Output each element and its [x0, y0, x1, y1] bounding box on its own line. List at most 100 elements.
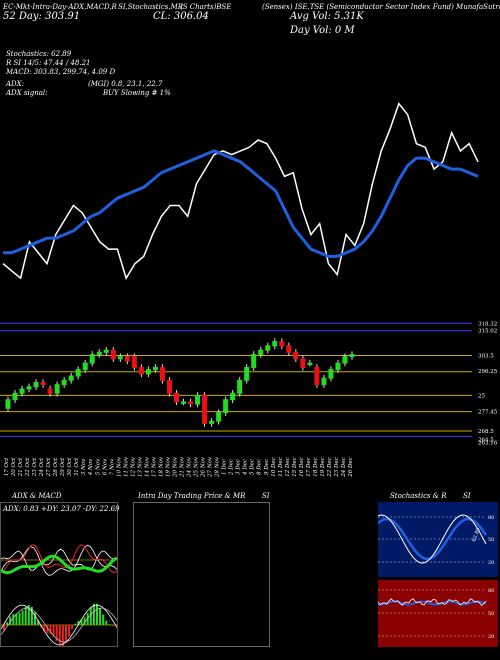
date-tick-label: 3 Dec [236, 459, 242, 475]
date-tick-label: 2 Dec [229, 459, 235, 476]
candle-body [5, 399, 11, 409]
stoch-tick-label: 80 [488, 515, 494, 521]
date-tick-label: 24 Dec [341, 457, 347, 478]
adx-macd-title: ADX & MACD [12, 492, 62, 500]
date-tick-label: 24 Oct [39, 457, 45, 477]
date-tick-label: 6 Nov [102, 458, 108, 475]
candle-body [40, 382, 46, 386]
date-tick-label: 21 Oct [18, 457, 24, 477]
candle-body [223, 399, 229, 414]
stochastics-readout: Stochastics: 62.89 [6, 50, 72, 58]
adx-series-line-3 [1, 554, 117, 575]
price-tick-label: 264.5 [478, 438, 494, 444]
macd-histogram-bar [55, 625, 58, 641]
candle-body [237, 379, 243, 394]
date-tick-label: 12 Dec [285, 457, 291, 477]
candle-body [19, 388, 25, 394]
price-tick-label: 268.5 [478, 429, 494, 435]
candle-body [89, 353, 95, 364]
candle-body [293, 351, 299, 360]
stoch-k-line [378, 514, 487, 564]
header-day-vol: Day Vol: 0 M [290, 25, 355, 36]
macd-histogram-bar [96, 603, 98, 625]
macd-histogram-bar [74, 623, 77, 625]
candle-body [159, 366, 165, 381]
date-tick-label: 14 Nov [144, 456, 150, 477]
candle-body [258, 349, 264, 355]
header-mid-title: SI,Stochastics,MR [118, 3, 184, 11]
date-tick-label: 1 Dec [222, 459, 228, 475]
macd-histogram-bar [30, 606, 33, 625]
date-tick-label: 20 Oct [11, 457, 17, 477]
candle-body [131, 356, 137, 368]
macd-histogram-bar [102, 614, 105, 625]
candle-body [188, 401, 194, 405]
candle-body [342, 356, 348, 364]
date-tick-label: 20 Nov [172, 456, 178, 478]
macd-histogram-bar [52, 625, 55, 637]
candle-body [124, 356, 130, 362]
adx-signal-label: ADX signal: [6, 89, 48, 97]
date-tick-label: 21 Nov [180, 456, 186, 478]
header-right-title: (Sensex) ISE,TSE (Semiconductor Sector I… [262, 3, 500, 11]
macd-histogram-bar [49, 625, 52, 635]
date-tick-label: 13 Nov [137, 456, 143, 477]
stochastics-chart: 80 50 20 62.89 [378, 514, 494, 566]
date-tick-label: 9 Dec [264, 459, 270, 475]
date-tick-label: 11 Nov [123, 456, 129, 477]
macd-histogram-bar [27, 605, 30, 625]
date-tick-label: 10 Nov [116, 456, 122, 477]
stoch-rsi-title: Stochastics & R [390, 492, 447, 500]
candle-body [202, 394, 208, 424]
price-tick-label: 303.5 [478, 354, 494, 360]
rsi-white-line [378, 598, 487, 607]
macd-histogram-bar [68, 625, 71, 637]
price-tick-label: 318.32 [478, 322, 497, 328]
intra-day-title: Intra Day Trading Price & MR [138, 492, 246, 500]
macd-histogram-bar [18, 612, 21, 625]
candle-body [82, 362, 88, 371]
date-tick-label: 31 Oct [74, 457, 80, 476]
macd-histogram-bar [99, 607, 102, 625]
candle-body [61, 379, 67, 386]
stoch-tick-label: 50 [488, 537, 494, 543]
macd-line [1, 604, 117, 646]
rsi-panel: 80 50 20 [378, 580, 498, 647]
macd-histogram-bar [15, 613, 18, 625]
date-tick-label: 26 Dec [348, 457, 354, 478]
macd-histogram-bar [108, 624, 111, 625]
macd-histogram-bar [92, 603, 95, 625]
date-tick-label: 12 Nov [130, 456, 136, 477]
candle-body [244, 366, 250, 381]
date-tick-label: 18 Dec [313, 457, 319, 477]
macd-histogram-bar [86, 613, 89, 625]
date-tick-label: 17 Nov [151, 456, 157, 477]
candle-body [54, 384, 60, 394]
price-tick-label: 25 [478, 393, 485, 399]
adx-values: (MGI) 0.8, 23.1, 22.7 [88, 80, 163, 88]
date-tick-label: 4 Nov [88, 458, 94, 476]
candle-body [286, 345, 292, 353]
stoch-d-line [378, 517, 488, 561]
price-tick-label: 315.02 [478, 329, 497, 335]
moving-average-line [3, 149, 479, 258]
rsi-tick-label: 20 [488, 634, 494, 640]
price-tick-label: 277.45 [478, 410, 498, 416]
stoch-value-label: 62.89 [471, 527, 482, 543]
header-mid2-title: (S Charts)BSE [180, 3, 232, 11]
price-line [2, 102, 479, 281]
date-tick-label: 5 Dec [250, 459, 256, 475]
macd-histogram-bar [12, 614, 15, 625]
date-tick-label: 11 Dec [278, 457, 284, 477]
date-tick-label: 19 Dec [320, 457, 326, 477]
date-tick-label: 23 Oct [32, 457, 38, 477]
date-tick-label: 29 Oct [60, 457, 66, 477]
candle-body [349, 353, 355, 358]
rsi-chart: 80 50 20 [378, 588, 494, 640]
header-52day: 52 Day: 303.91 [3, 11, 81, 22]
date-tick-label: 23 Dec [334, 457, 340, 478]
candle-body [272, 341, 278, 347]
macd-histogram-bar [3, 625, 5, 631]
date-tick-label: 24 Nov [187, 456, 193, 478]
